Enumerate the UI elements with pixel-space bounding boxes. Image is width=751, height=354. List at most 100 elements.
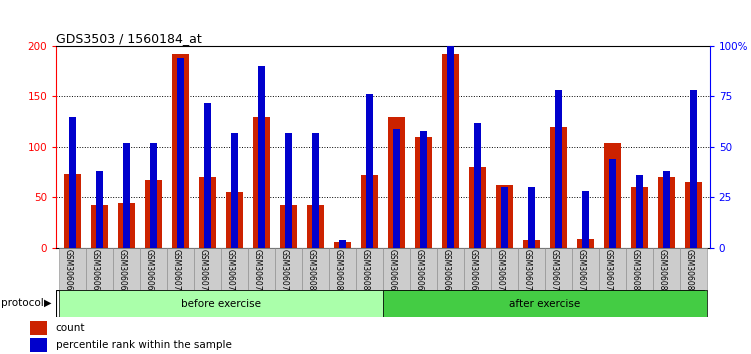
Bar bbox=[578, 239, 593, 248]
Bar bbox=[528, 187, 535, 248]
Bar bbox=[475, 123, 481, 248]
Bar bbox=[119, 204, 134, 248]
Bar bbox=[280, 205, 297, 248]
Bar bbox=[226, 192, 243, 248]
Bar bbox=[582, 191, 589, 248]
Text: GSM306062: GSM306062 bbox=[64, 249, 73, 296]
Bar bbox=[177, 58, 184, 248]
Bar bbox=[221, 248, 248, 292]
Bar bbox=[200, 177, 216, 248]
Bar bbox=[65, 174, 80, 248]
Text: protocol: protocol bbox=[1, 298, 44, 308]
Text: GSM306076: GSM306076 bbox=[252, 249, 261, 296]
Bar bbox=[518, 248, 545, 292]
Bar bbox=[415, 137, 432, 248]
Bar bbox=[469, 167, 486, 248]
Bar bbox=[140, 248, 167, 292]
Bar bbox=[86, 248, 113, 292]
Bar bbox=[366, 95, 372, 248]
Bar bbox=[663, 171, 670, 248]
Text: GSM306063: GSM306063 bbox=[388, 249, 397, 296]
Text: GSM306083: GSM306083 bbox=[657, 249, 666, 296]
Text: ▶: ▶ bbox=[44, 298, 51, 308]
Text: GSM306081: GSM306081 bbox=[631, 249, 640, 295]
Text: GSM306069: GSM306069 bbox=[469, 249, 478, 296]
Text: GSM306080: GSM306080 bbox=[306, 249, 315, 296]
Bar bbox=[113, 248, 140, 292]
Bar bbox=[659, 177, 674, 248]
Text: GSM306077: GSM306077 bbox=[577, 249, 586, 296]
Bar bbox=[258, 66, 265, 248]
Bar bbox=[605, 143, 620, 248]
Bar bbox=[388, 117, 405, 248]
Text: GSM306065: GSM306065 bbox=[415, 249, 424, 296]
Bar bbox=[523, 240, 540, 248]
Bar bbox=[356, 248, 383, 292]
Bar bbox=[383, 290, 707, 317]
Text: GSM306071: GSM306071 bbox=[496, 249, 505, 296]
Bar bbox=[550, 127, 566, 248]
Bar bbox=[30, 321, 47, 335]
Text: GSM306075: GSM306075 bbox=[550, 249, 559, 296]
Text: GSM306066: GSM306066 bbox=[117, 249, 126, 296]
Bar bbox=[96, 171, 103, 248]
Bar bbox=[334, 242, 351, 248]
Bar bbox=[275, 248, 302, 292]
Bar bbox=[421, 131, 427, 248]
Bar bbox=[92, 205, 107, 248]
Bar bbox=[464, 248, 491, 292]
Text: GSM306064: GSM306064 bbox=[91, 249, 100, 296]
Bar bbox=[609, 159, 616, 248]
Bar bbox=[491, 248, 518, 292]
Bar bbox=[167, 248, 194, 292]
Bar bbox=[572, 248, 599, 292]
Text: GSM306067: GSM306067 bbox=[442, 249, 451, 296]
Text: GSM306070: GSM306070 bbox=[171, 249, 180, 296]
Bar bbox=[312, 133, 318, 248]
Bar bbox=[636, 175, 643, 248]
Text: GSM306085: GSM306085 bbox=[684, 249, 693, 296]
Bar bbox=[555, 90, 562, 248]
Bar bbox=[150, 143, 157, 248]
Bar bbox=[204, 103, 211, 248]
Bar bbox=[194, 248, 221, 292]
Bar bbox=[361, 175, 378, 248]
Text: GSM306082: GSM306082 bbox=[333, 249, 342, 295]
Text: count: count bbox=[56, 323, 85, 333]
Bar bbox=[545, 248, 572, 292]
Text: GDS3503 / 1560184_at: GDS3503 / 1560184_at bbox=[56, 32, 202, 45]
Bar bbox=[30, 338, 47, 352]
Text: after exercise: after exercise bbox=[509, 298, 581, 309]
Text: before exercise: before exercise bbox=[181, 298, 261, 309]
Bar bbox=[383, 248, 410, 292]
Bar bbox=[437, 248, 464, 292]
Bar bbox=[496, 185, 513, 248]
Bar bbox=[69, 117, 76, 248]
Bar bbox=[339, 240, 345, 248]
Text: percentile rank within the sample: percentile rank within the sample bbox=[56, 340, 231, 350]
Bar bbox=[690, 90, 697, 248]
Bar bbox=[410, 248, 437, 292]
Bar bbox=[231, 133, 238, 248]
Bar bbox=[394, 129, 400, 248]
Bar bbox=[632, 187, 647, 248]
Bar bbox=[501, 187, 508, 248]
Bar bbox=[285, 133, 291, 248]
Bar bbox=[329, 248, 356, 292]
Bar bbox=[680, 248, 707, 292]
Bar bbox=[248, 248, 275, 292]
Text: GSM306079: GSM306079 bbox=[604, 249, 613, 296]
Bar bbox=[302, 248, 329, 292]
Bar bbox=[173, 54, 189, 248]
Bar bbox=[653, 248, 680, 292]
Bar bbox=[146, 180, 161, 248]
Bar bbox=[448, 46, 454, 248]
Bar bbox=[59, 290, 383, 317]
Bar bbox=[307, 205, 324, 248]
Bar bbox=[626, 248, 653, 292]
Bar bbox=[599, 248, 626, 292]
Text: GSM306084: GSM306084 bbox=[360, 249, 369, 296]
Bar bbox=[253, 117, 270, 248]
Text: GSM306074: GSM306074 bbox=[225, 249, 234, 296]
Text: GSM306068: GSM306068 bbox=[144, 249, 153, 296]
